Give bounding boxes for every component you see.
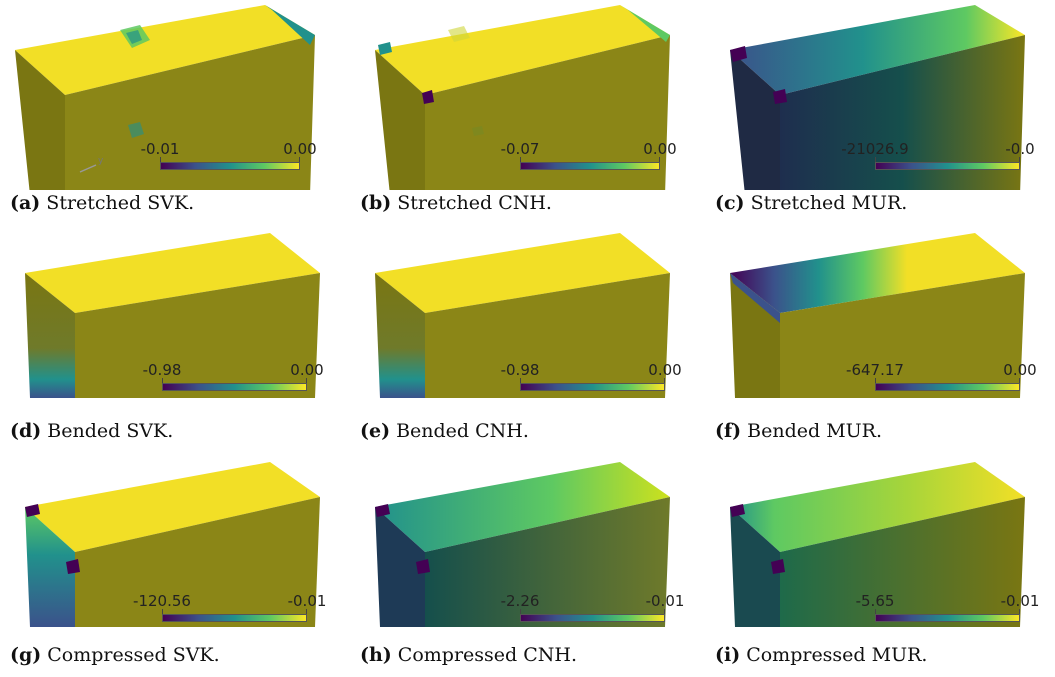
- panel-b: -0.07 0.00 (b) Stretched CNH.: [360, 0, 700, 225]
- scene-c: [715, 0, 1055, 190]
- caption-g: (g) Compressed SVK.: [10, 644, 220, 666]
- colorbar-min: -21026.9: [841, 140, 909, 158]
- scene-h: [360, 452, 700, 642]
- scene-b: [360, 0, 700, 190]
- caption-c: (c) Stretched MUR.: [715, 192, 908, 214]
- colorbar-max: 0.00: [283, 140, 317, 158]
- colorbar-gradient: [875, 383, 1020, 391]
- colorbar-min: -0.07: [500, 140, 540, 158]
- colorbar-min: -5.65: [855, 592, 895, 610]
- colorbar-max: -0.01: [645, 592, 685, 610]
- colorbar-max: -0.01: [287, 592, 327, 610]
- panel-e: -0.98 0.00 (e) Bended CNH.: [360, 228, 700, 453]
- colorbar-min: -120.56: [133, 592, 191, 610]
- scene-e: [360, 228, 700, 418]
- colorbar-gradient: [162, 614, 307, 622]
- colorbar-gradient: [160, 162, 300, 170]
- colorbar-gradient: [162, 383, 307, 391]
- colorbar-max: 0.00: [290, 361, 324, 379]
- colorbar-max: 0.00: [648, 361, 682, 379]
- colorbar-min: -0.01: [140, 140, 180, 158]
- panel-i: -5.65 -0.01 (i) Compressed MUR.: [715, 452, 1055, 677]
- colorbar-gradient: [520, 383, 665, 391]
- caption-i: (i) Compressed MUR.: [715, 644, 928, 666]
- panel-h: -2.26 -0.01 (h) Compressed CNH.: [360, 452, 700, 677]
- colorbar-max: -0.0: [1005, 140, 1035, 158]
- colorbar-min: -0.98: [142, 361, 182, 379]
- colorbar-min: -2.26: [500, 592, 540, 610]
- panel-g: -120.56 -0.01 (g) Compressed SVK.: [10, 452, 350, 677]
- colorbar-gradient: [520, 162, 660, 170]
- panel-f: -647.17 0.00 (f) Bended MUR.: [715, 228, 1055, 453]
- scene-a: y: [10, 0, 350, 190]
- colorbar-max: -0.01: [1000, 592, 1040, 610]
- panel-a: y -0.01 0.00 (a) Stretched SVK.: [10, 0, 350, 225]
- colorbar-gradient: [875, 614, 1020, 622]
- caption-d: (d) Bended SVK.: [10, 420, 174, 442]
- panel-c: -21026.9 -0.0 (c) Stretched MUR.: [715, 0, 1055, 225]
- scene-g: [10, 452, 350, 642]
- colorbar-gradient: [875, 162, 1020, 170]
- colorbar-max: 0.00: [643, 140, 677, 158]
- axis-y-label: y: [98, 156, 104, 166]
- scene-i: [715, 452, 1055, 642]
- caption-e: (e) Bended CNH.: [360, 420, 529, 442]
- scene-f: [715, 228, 1055, 418]
- caption-h: (h) Compressed CNH.: [360, 644, 577, 666]
- caption-f: (f) Bended MUR.: [715, 420, 883, 442]
- colorbar-gradient: [520, 614, 665, 622]
- colorbar-max: 0.00: [1003, 361, 1037, 379]
- colorbar-min: -0.98: [500, 361, 540, 379]
- colorbar-min: -647.17: [846, 361, 904, 379]
- scene-d: [10, 228, 350, 418]
- panel-d: -0.98 0.00 (d) Bended SVK.: [10, 228, 350, 453]
- caption-a: (a) Stretched SVK.: [10, 192, 195, 214]
- caption-b: (b) Stretched CNH.: [360, 192, 552, 214]
